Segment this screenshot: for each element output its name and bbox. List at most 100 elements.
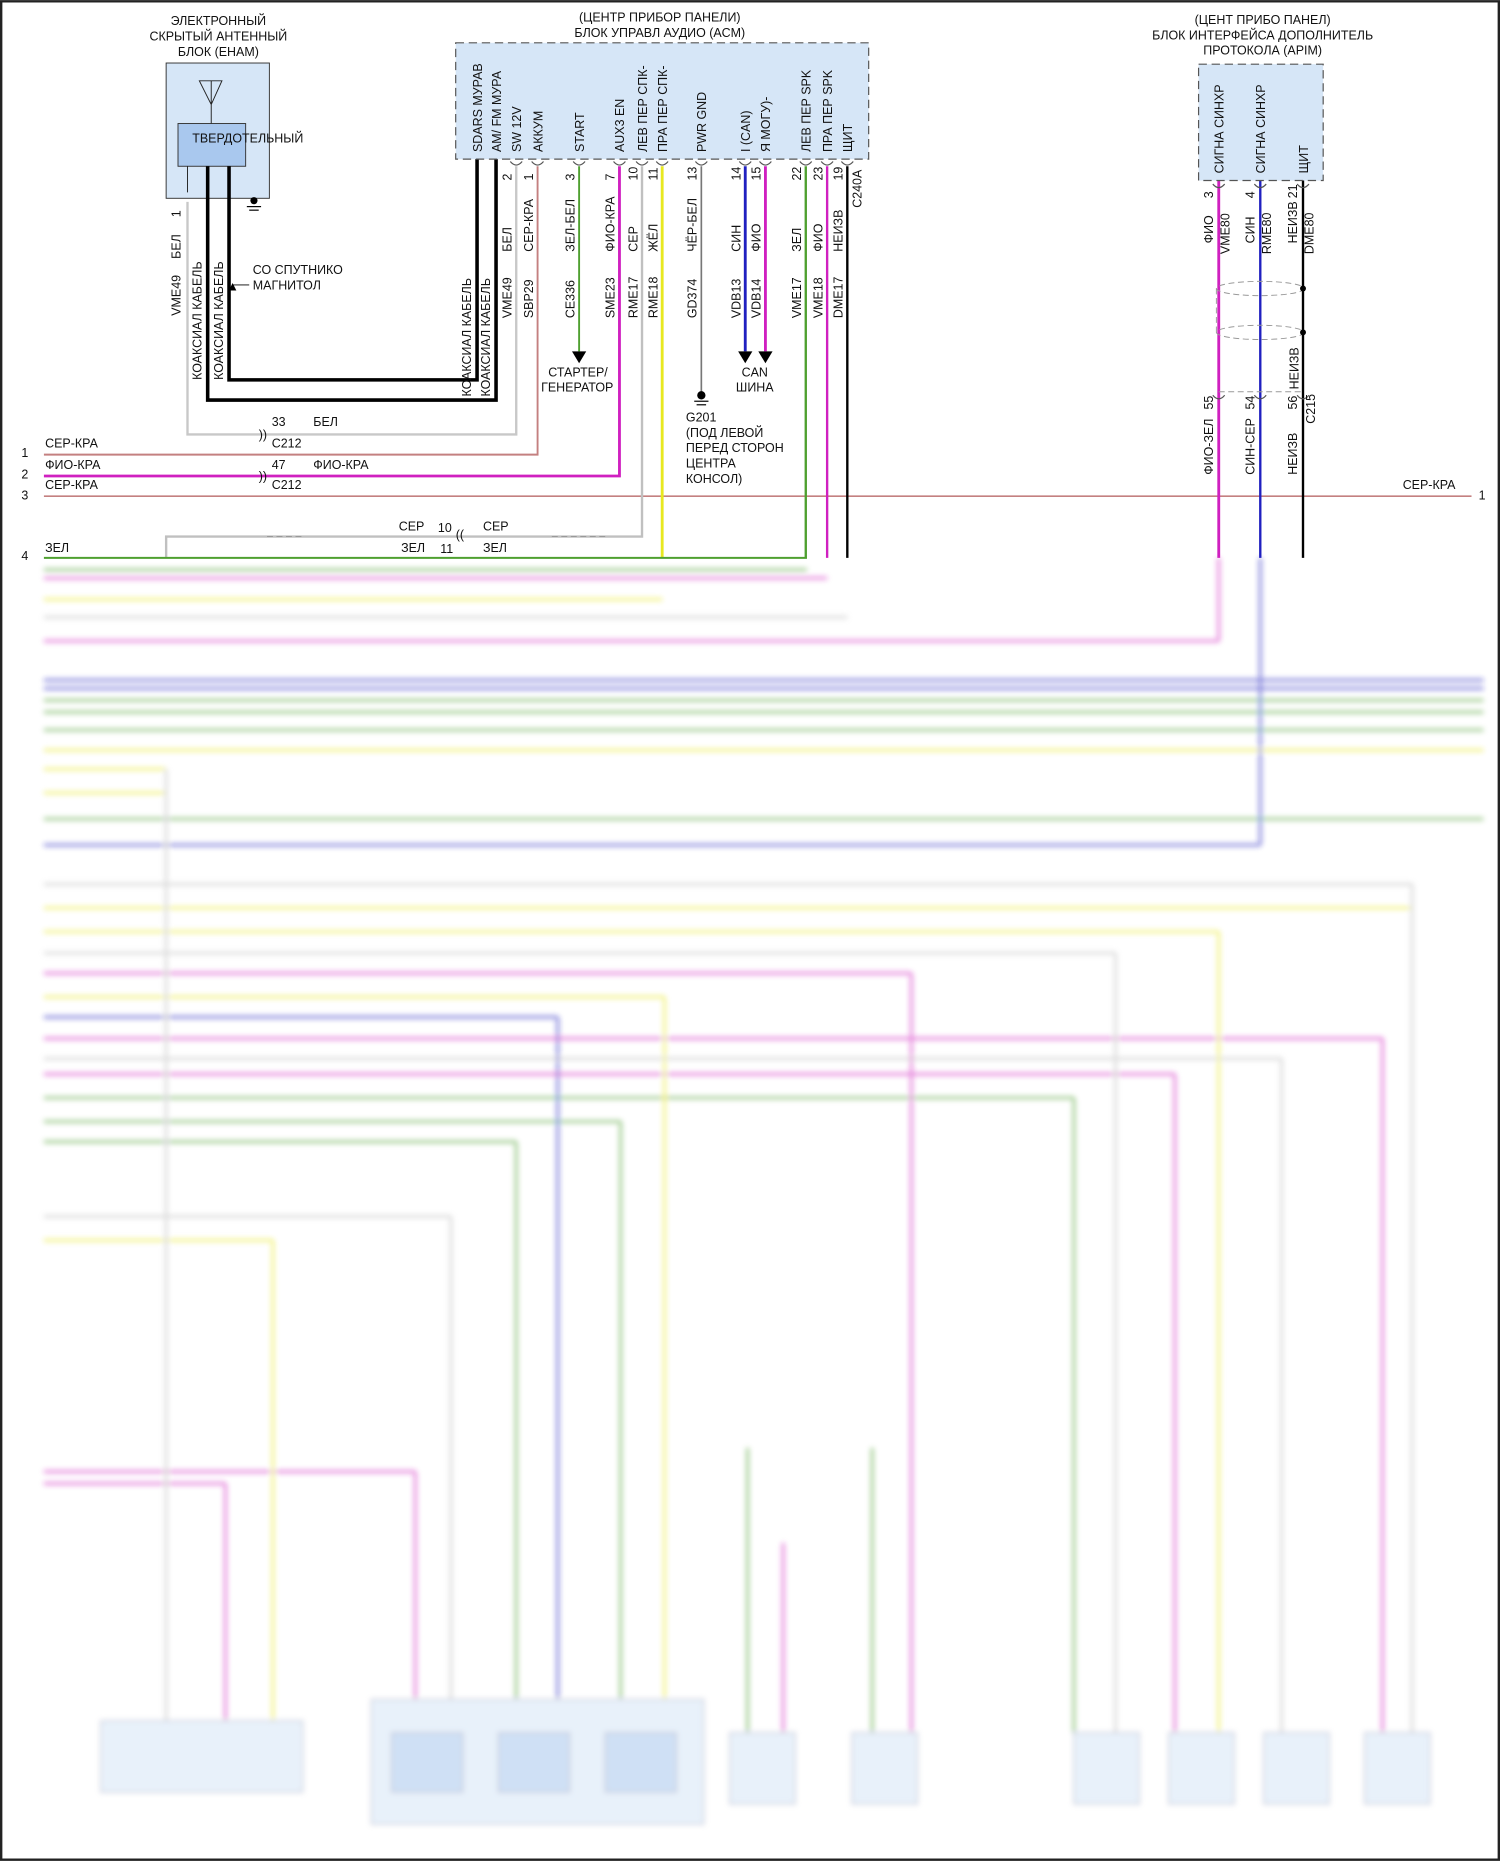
acm-pin-name: PWR GND [695, 92, 709, 152]
acm-pin-circuit: DME17 [832, 277, 846, 319]
acm-pin-circuit: GD374 [686, 279, 700, 319]
acm-pin-circuit: RME17 [626, 277, 640, 319]
shield-splices [267, 280, 1305, 537]
pin-connector-icon [655, 161, 669, 166]
pin-connector-icon [820, 161, 834, 166]
acm-pin-color: ФИО-КРА [604, 196, 618, 252]
acm-connector-c240a: C240A [851, 169, 865, 208]
row-2-num: 2 [21, 467, 28, 481]
row-3-num: 3 [21, 489, 28, 503]
apim-pin-circuit: VME80 [1218, 213, 1232, 254]
acm-pin-circuit: SME23 [604, 277, 618, 318]
can-label-2: ШИНА [736, 381, 774, 395]
acm-pin-circuit: CE336 [563, 280, 577, 318]
acm-pin-num: 23 [811, 167, 825, 181]
acm-pin-color: ЗЕЛ [790, 228, 804, 252]
acm-pin-name: AUX3 EN [613, 99, 627, 152]
splice-11-num: 11 [440, 542, 453, 556]
acm-pin-num: 11 [646, 167, 660, 180]
apim-pin-num: 21 [1286, 184, 1300, 198]
pin-connector-icon [531, 161, 544, 166]
from-label-2: МАГНИТОЛ [253, 279, 321, 293]
acm-pin-circuit: VME17 [790, 277, 804, 318]
acm-pin-num: 22 [790, 167, 804, 181]
from-label-1: СО СПУТНИКО [253, 263, 343, 277]
antenna-icon [198, 80, 223, 124]
right-row-num: 1 [1479, 489, 1486, 503]
enham-pin-num: 1 [169, 210, 183, 217]
svg-text:)): )) [259, 428, 267, 442]
enham-inner-label: ТВЕРДОТЕЛЬНЫЙ [192, 131, 303, 146]
acm-pin-circuit: VDB13 [730, 279, 744, 319]
splice-33-connector: C212 [272, 437, 302, 451]
apim-title-1: (ЦЕНТ ПРИБО ПАНЕЛ) [1195, 13, 1331, 27]
acm-pin-name: ПРА ПЕР СПК- [656, 65, 670, 152]
apim-pin-num: 4 [1243, 191, 1257, 198]
splice-10-num: 10 [438, 521, 452, 535]
acm-pin-num: 3 [563, 174, 577, 181]
c215-connector: C215 [1304, 394, 1318, 424]
acm-pin-color: БЕЛ [500, 227, 514, 252]
g201-label: G201 (ПОД ЛЕВОЙ ПЕРЕД СТОРОН ЦЕНТРА КОНС… [686, 410, 784, 486]
acm-pin-name: Я МОГУ)- [759, 97, 773, 152]
coax-label-2: КОАКСИАЛ КАБЕЛЬ [212, 261, 226, 380]
enham-pin-color: БЕЛ [169, 234, 183, 259]
splice-11-right: ЗЕЛ [483, 541, 507, 555]
pin-connector-icon [1253, 394, 1267, 400]
acm-module: (ЦЕНТР ПРИБОР ПАНЕЛИ) БЛОК УПРАВЛ АУДИО … [455, 10, 870, 396]
apim-pin-circuit: DME80 [1303, 212, 1317, 254]
pin-connector-icon [799, 161, 813, 166]
acm-pin-name: ПРА ПЕР SPK [821, 69, 835, 152]
acm-pin-name: START [573, 112, 587, 152]
apim-pin-color: НЕИЗВ [1286, 201, 1300, 243]
acm-pin-color: СЕР-КРА [522, 198, 536, 251]
arrow-icons [571, 351, 773, 364]
row-1-label: СЕР-КРА [45, 437, 98, 451]
c215-pin-num: 54 [1243, 396, 1257, 410]
acm-pin-name: АККУМ [531, 111, 545, 152]
blurred-lower-diagram [43, 557, 1484, 1825]
acm-pin-color: СЕР [626, 226, 640, 252]
acm-title-1: (ЦЕНТР ПРИБОР ПАНЕЛИ) [579, 10, 741, 24]
acm-pin-num: 2 [500, 174, 514, 181]
acm-pin-color: ЗЕЛ-БЕЛ [563, 199, 577, 252]
acm-title-2: БЛОК УПРАВЛ АУДИО (ACM) [574, 26, 745, 40]
acm-pin-color: ЧЁР-БЕЛ [686, 198, 700, 252]
acm-pin-circuit: VME18 [811, 277, 825, 318]
shield-nodes [1300, 285, 1306, 336]
pin-connector-icon [738, 161, 752, 166]
row-1-num: 1 [21, 446, 28, 460]
connector-10-11: СЕР 10 СЕР ЗЕЛ 11 ЗЕЛ (( [399, 520, 509, 557]
row-2-label: ФИО-КРА [45, 458, 101, 472]
acm-pin-num: 19 [832, 167, 846, 181]
acm-pin-color: ФИО [750, 223, 764, 251]
acm-pin-num: 14 [730, 167, 744, 181]
pin-connector-icon [1296, 394, 1310, 400]
acm-pin-num: 1 [522, 174, 536, 181]
row-4-num: 4 [21, 549, 28, 563]
acm-pin-num: 7 [604, 174, 618, 181]
splice-33-color: БЕЛ [313, 415, 338, 429]
svg-text:((: (( [456, 528, 465, 542]
acm-pin-name: ЩИТ [841, 123, 855, 152]
pin-connector-icon [1212, 394, 1226, 400]
splice-47-color: ФИО-КРА [313, 458, 369, 472]
apim-title-2: БЛОК ИНТЕРФЕЙСА ДОПОЛНИТЕЛЬ [1152, 27, 1373, 42]
splice-11-left: ЗЕЛ [401, 541, 425, 555]
pin-connector-icon [694, 161, 708, 166]
acm-pin-num: 10 [626, 167, 640, 181]
acm-pin-num: 15 [750, 167, 764, 181]
wires-top [43, 157, 1472, 559]
svg-text:)): )) [259, 470, 267, 484]
acm-pin-color: ЖЁЛ [646, 224, 660, 252]
apim-pin-name: СИГНА СИНХР [1254, 84, 1268, 173]
pin-connector-icon [572, 161, 586, 166]
acm-pin-circuit: SBP29 [522, 279, 536, 318]
pin-connector-icon [635, 161, 649, 166]
enham-module: ЭЛЕКТРОННЫЙ СКРЫТЫЙ АНТЕННЫЙ БЛОК (ЕНАМ)… [149, 13, 343, 380]
apim-title-3: ПРОТОКОЛА (APIM) [1203, 44, 1322, 58]
c215-pin-color: ФИО-ЗЕЛ [1202, 419, 1216, 475]
pin-connector-icon [1253, 183, 1267, 189]
enham-title-3: БЛОК (ЕНАМ) [178, 45, 259, 59]
splice-47-connector: C212 [272, 478, 302, 492]
